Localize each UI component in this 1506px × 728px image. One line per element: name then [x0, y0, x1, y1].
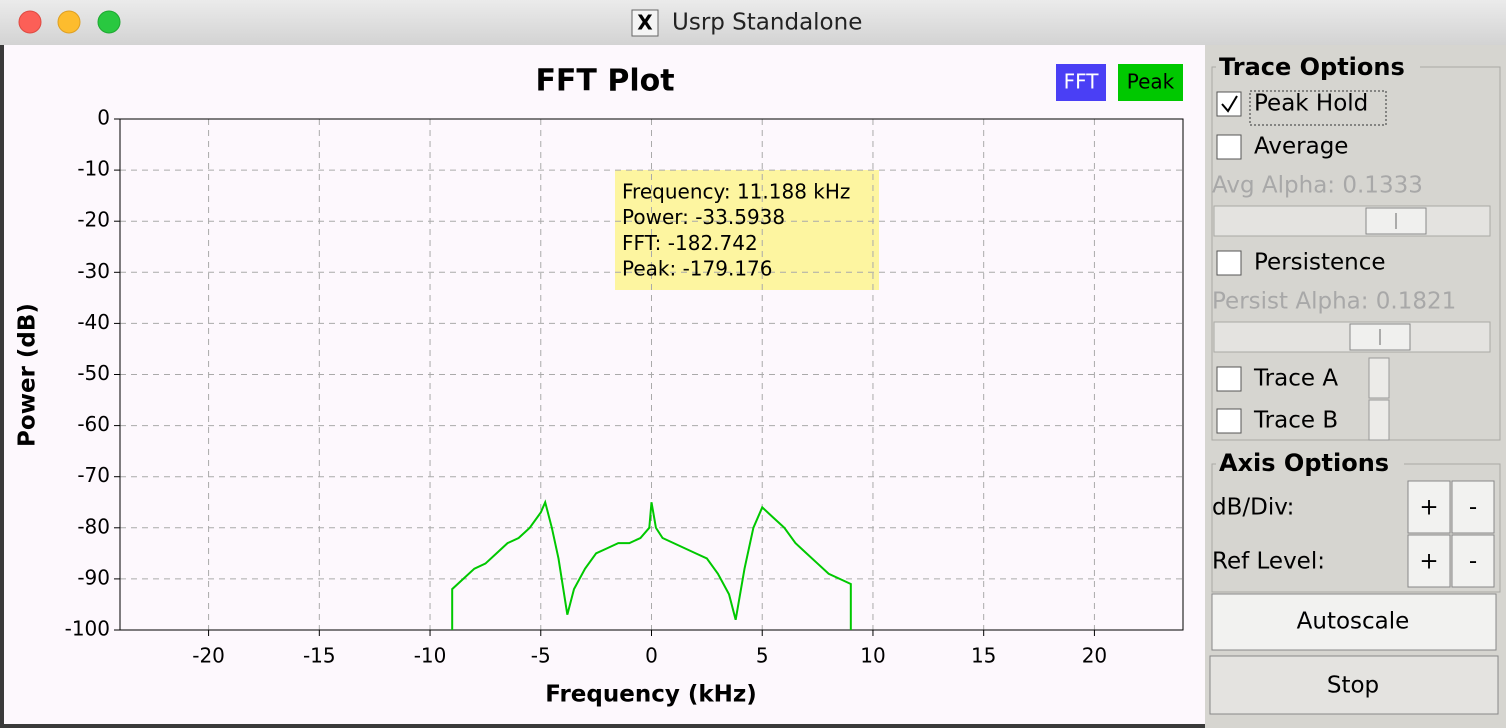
window-title: Usrp Standalone — [672, 10, 862, 36]
legend-swatch — [1118, 64, 1183, 101]
checkbox-label: Peak Hold — [1254, 91, 1368, 117]
y-tick-label: 0 — [97, 106, 110, 130]
y-tick-label: -70 — [77, 463, 110, 487]
checkbox-label: Persistence — [1254, 250, 1386, 276]
y-axis-label: Power (dB) — [15, 303, 41, 447]
checkbox[interactable] — [1216, 408, 1242, 434]
y-tick-label: -90 — [77, 565, 110, 589]
button-label: - — [1469, 495, 1477, 521]
checkbox-label: Trace B — [1253, 408, 1338, 434]
focus-ring — [1249, 90, 1387, 126]
stop-label: Stop — [1327, 673, 1379, 699]
tooltip — [615, 170, 879, 290]
legend-label: FFT — [1064, 70, 1100, 94]
autoscale-button[interactable] — [1211, 593, 1497, 651]
y-tick-label: -40 — [77, 310, 110, 334]
trace-a-button[interactable] — [1368, 357, 1390, 399]
y-tick-label: -100 — [65, 617, 110, 641]
avg-alpha-label: Avg Alpha: 0.1333 — [1212, 173, 1423, 199]
chart-title: FFT Plot — [535, 64, 674, 99]
x-axis-label: Frequency (kHz) — [545, 682, 757, 708]
x-tick-label: -20 — [192, 644, 225, 668]
db-div-plus[interactable] — [1407, 480, 1451, 534]
x-tick-label: 5 — [756, 644, 769, 668]
avg-alpha-slider[interactable] — [1213, 205, 1491, 237]
x-tick-label: -5 — [531, 644, 551, 668]
group-title-bg — [1216, 451, 1404, 477]
button-label: - — [1469, 549, 1477, 575]
button-label: + — [1419, 495, 1438, 521]
autoscale-label: Autoscale — [1297, 609, 1410, 635]
stop-button[interactable] — [1209, 655, 1499, 715]
trace-b-button[interactable] — [1368, 399, 1390, 441]
zoom-button[interactable] — [97, 10, 121, 34]
persist-alpha-label: Persist Alpha: 0.1821 — [1212, 289, 1456, 315]
db-div-label: dB/Div: — [1212, 495, 1294, 521]
tooltip-line: Peak: -179.176 — [622, 257, 773, 281]
legend-swatch — [1056, 64, 1106, 101]
ref-level-label: Ref Level: — [1212, 549, 1325, 575]
y-tick-label: -80 — [77, 514, 110, 538]
x-tick-label: -15 — [303, 644, 336, 668]
minimize-button[interactable] — [57, 10, 81, 34]
x-tick-label: 0 — [645, 644, 658, 668]
app-icon — [631, 9, 659, 37]
checkbox[interactable] — [1216, 91, 1242, 117]
button-label: + — [1419, 549, 1438, 575]
y-tick-label: -30 — [77, 259, 110, 283]
series-line — [451, 499, 852, 630]
title-bar — [0, 0, 1506, 45]
checkbox-label: Trace A — [1253, 366, 1338, 392]
plot-canvas — [4, 45, 1205, 724]
ref-level-minus[interactable] — [1451, 534, 1495, 588]
y-tick-label: -20 — [77, 208, 110, 232]
group-title-bg — [1216, 55, 1420, 81]
close-button[interactable] — [18, 10, 42, 34]
checkmark — [1221, 95, 1238, 113]
x-tick-label: 20 — [1082, 644, 1107, 668]
checkbox[interactable] — [1216, 250, 1242, 276]
group-title: Axis Options — [1219, 449, 1389, 477]
tooltip-line: Frequency: 11.188 kHz — [622, 180, 850, 204]
checkbox[interactable] — [1216, 366, 1242, 392]
tooltip-line: FFT: -182.742 — [622, 231, 758, 255]
x-tick-label: 10 — [860, 644, 885, 668]
db-div-minus[interactable] — [1451, 480, 1495, 534]
y-tick-label: -10 — [77, 157, 110, 181]
tooltip-line: Power: -33.5938 — [622, 205, 785, 229]
legend-label: Peak — [1127, 70, 1175, 94]
y-tick-label: -60 — [77, 412, 110, 436]
checkbox-label: Average — [1254, 134, 1348, 160]
y-tick-label: -50 — [77, 361, 110, 385]
plot-frame — [119, 118, 1184, 631]
group-title: Trace Options — [1219, 53, 1405, 81]
checkbox[interactable] — [1216, 134, 1242, 160]
x-tick-label: 15 — [971, 644, 996, 668]
x-tick-label: -10 — [414, 644, 447, 668]
app-icon-glyph: X — [637, 11, 653, 35]
ref-level-plus[interactable] — [1407, 534, 1451, 588]
